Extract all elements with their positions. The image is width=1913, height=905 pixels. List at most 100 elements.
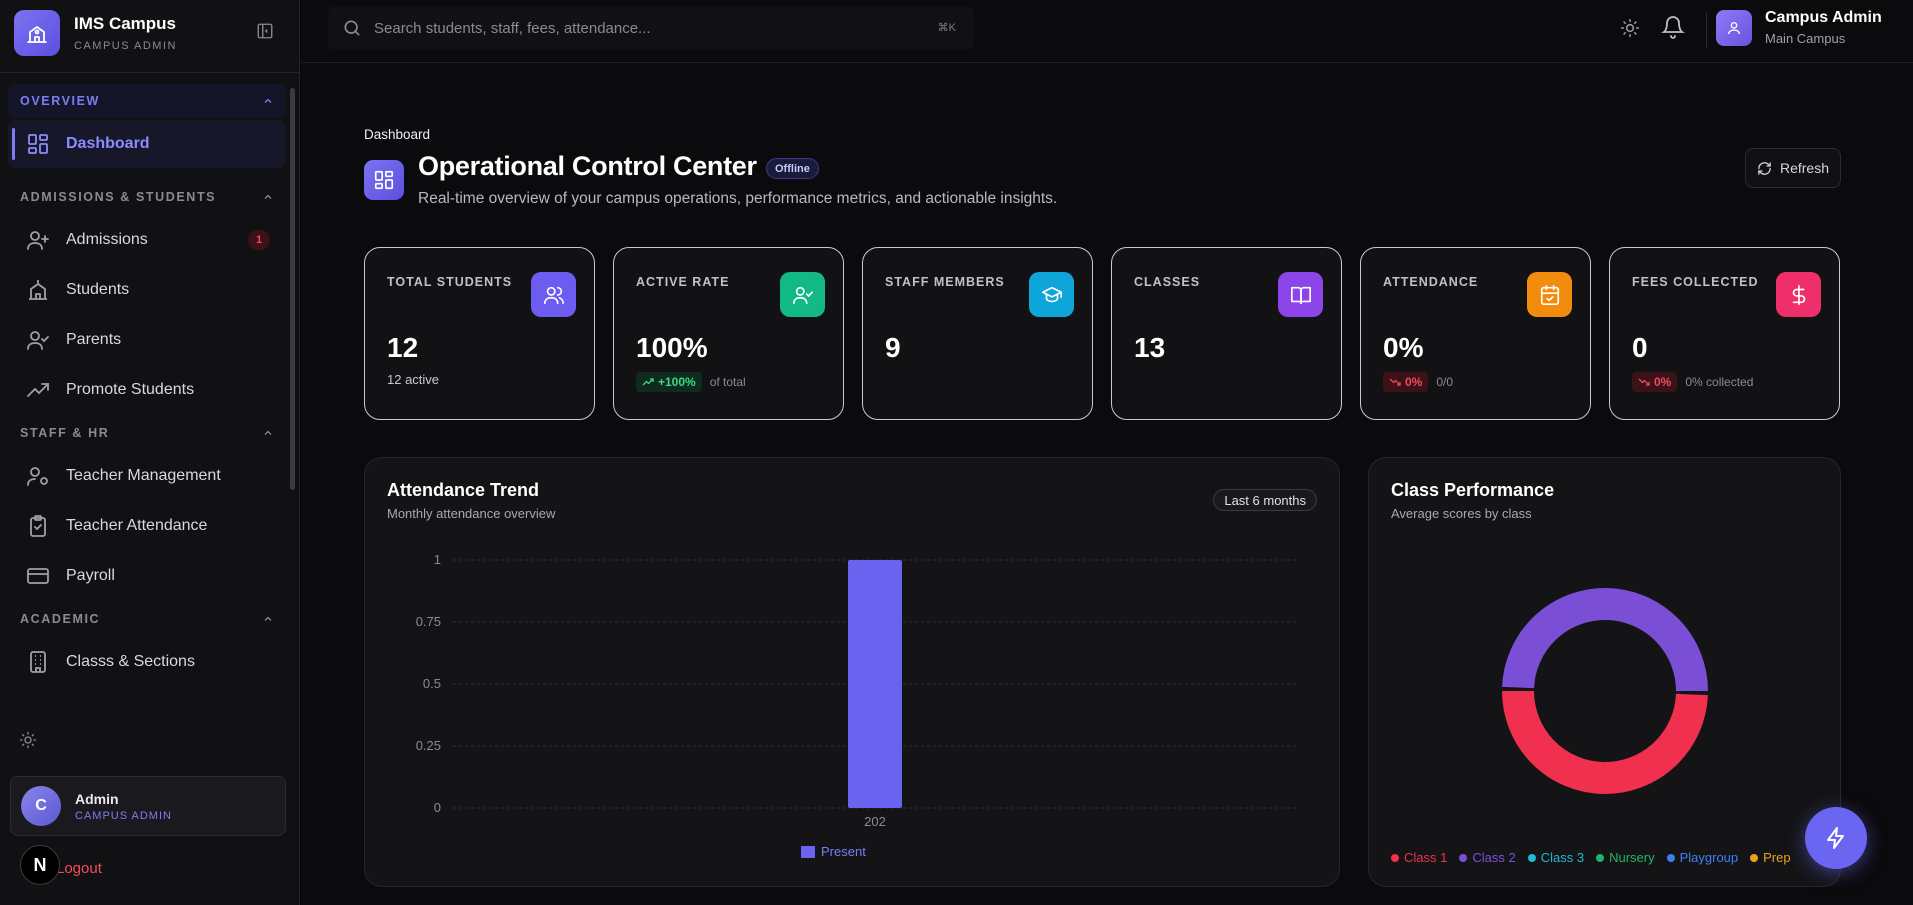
stat-card-fees-collected[interactable]: FEES COLLECTED 0 0% 0% collected [1609,247,1840,420]
legend-dot [1666,853,1675,862]
stat-value: 0% [1383,332,1424,363]
stat-value: 0 [1632,332,1648,363]
sidebar-item-promote-students[interactable]: Promote Students [8,366,286,414]
app-badge-icon[interactable]: N [20,845,60,885]
sidebar-item-label: Dashboard [66,135,150,152]
stat-label: STAFF MEMBERS [885,275,1005,289]
chevron-up-icon [264,194,272,199]
account-card[interactable]: C Admin CAMPUS ADMIN [10,776,286,836]
section-overview[interactable]: OVERVIEW [8,84,286,118]
legend-label: Present [821,844,866,859]
quick-action-button[interactable] [1805,807,1867,869]
search-shortcut: ⌘K [937,22,956,34]
range-selector[interactable]: Last 6 months [1213,489,1317,511]
trend-note: of total [709,375,746,389]
clipboard-check-icon [30,515,46,537]
user-name[interactable]: Campus Admin [1765,9,1882,26]
stat-trend: 0% 0/0 [1383,372,1453,392]
sidebar-item-payroll[interactable]: Payroll [8,552,286,600]
admissions-count-badge: 1 [248,230,270,250]
section-label: ACADEMIC [20,612,101,626]
search-input[interactable] [374,19,914,37]
sidebar-collapse-icon[interactable] [256,22,274,40]
legend-label: Class 2 [1472,850,1516,865]
logout-button[interactable]: Logout [56,860,102,877]
x-tick-label: 202 [864,814,886,829]
trend-value: 0% [1654,375,1672,389]
legend-label: Prep [1763,850,1791,865]
sidebar-item-label: Teacher Attendance [66,517,208,534]
sidebar-item-teacher-management[interactable]: Teacher Management [8,452,286,500]
calendar-check-icon [1527,272,1572,317]
building-icon [30,651,46,673]
stat-card-attendance[interactable]: ATTENDANCE 0% 0% 0/0 [1360,247,1591,420]
panel-title: Class Performance [1391,480,1555,500]
page-subtitle: Real-time overview of your campus operat… [418,190,1058,207]
account-name: Admin [75,790,119,807]
stat-label: ACTIVE RATE [636,275,730,289]
sidebar-item-parents[interactable]: Parents [8,316,286,364]
brand-subtitle: CAMPUS ADMIN [74,40,177,52]
stat-sub: 12 active [387,372,440,387]
stat-card-active-rate[interactable]: ACTIVE RATE 100% +100% of total [613,247,844,420]
stat-label: CLASSES [1134,275,1201,289]
chart-legend[interactable]: Present [801,844,866,859]
breadcrumb[interactable]: Dashboard [364,127,431,142]
user-avatar-icon[interactable] [1716,10,1752,46]
panel-subtitle: Monthly attendance overview [387,506,556,521]
zap-icon [1827,827,1844,849]
stat-card-classes[interactable]: CLASSES 13 [1111,247,1342,420]
sidebar-item-admissions[interactable]: Admissions 1 [8,216,286,264]
trend-pill: +100% [636,372,702,392]
section-staff-hr[interactable]: STAFF & HR [8,416,286,450]
stat-trend: +100% of total [636,372,746,392]
legend-item[interactable]: Class 2 [1459,850,1516,865]
sidebar-item-label: Promote Students [66,381,195,398]
y-tick-label: 0.25 [416,738,441,753]
sidebar-item-dashboard[interactable]: Dashboard [8,120,286,168]
legend-item[interactable]: Prep [1750,850,1791,865]
brand[interactable]: IMS Campus CAMPUS ADMIN [14,10,177,56]
sidebar-item-label: Students [66,281,130,298]
section-academic[interactable]: ACADEMIC [8,602,286,636]
refresh-button[interactable]: Refresh [1745,148,1841,188]
account-role: CAMPUS ADMIN [75,809,172,822]
bar[interactable] [848,560,902,808]
trend-note: 0/0 [1436,375,1454,389]
legend-item[interactable]: Playgroup [1666,850,1739,865]
sidebar-scrollbar-thumb[interactable] [290,88,295,490]
legend-label: Class 1 [1404,850,1448,865]
stat-trend: 0% 0% collected [1632,372,1753,392]
section-admissions-students[interactable]: ADMISSIONS & STUDENTS [8,180,286,214]
theme-toggle-icon[interactable] [19,731,37,749]
stat-card-total-students[interactable]: TOTAL STUDENTS 12 12 active [364,247,595,420]
donut-slice[interactable] [1502,588,1708,692]
section-label: OVERVIEW [20,94,100,108]
trend-value: +100% [658,375,696,389]
search-box[interactable]: ⌘K [328,6,974,50]
sidebar-item-students[interactable]: Students [8,266,286,314]
legend-dot [1391,853,1399,862]
top-bar: ⌘K Campus Admin Main Campus [301,0,1913,63]
legend-dot [1750,853,1759,862]
trending-up-icon [27,383,49,397]
book-open-icon [1278,272,1323,317]
theme-toggle-icon[interactable] [1620,18,1640,38]
chevron-up-icon [264,98,272,103]
class-performance-panel: Class Performance Average scores by clas… [1368,457,1841,887]
sidebar-item-teacher-attendance[interactable]: Teacher Attendance [8,502,286,550]
chevron-up-icon [264,430,272,435]
legend-label: Playgroup [1679,850,1739,865]
legend-item[interactable]: Class 3 [1527,850,1584,865]
y-tick-label: 0.5 [423,676,441,691]
sidebar-item-classes-sections[interactable]: Classs & Sections [8,638,286,686]
sidebar-item-label: Teacher Management [66,467,221,484]
donut-slice[interactable] [1502,690,1708,794]
bell-icon[interactable] [1661,14,1685,40]
trend-pill: 0% [1632,372,1678,392]
trending-down-icon [1389,378,1401,386]
stat-value: 13 [1134,332,1166,363]
legend-item[interactable]: Class 1 [1391,850,1447,865]
legend-item[interactable]: Nursery [1596,850,1655,865]
stat-card-staff-members[interactable]: STAFF MEMBERS 9 [862,247,1093,420]
